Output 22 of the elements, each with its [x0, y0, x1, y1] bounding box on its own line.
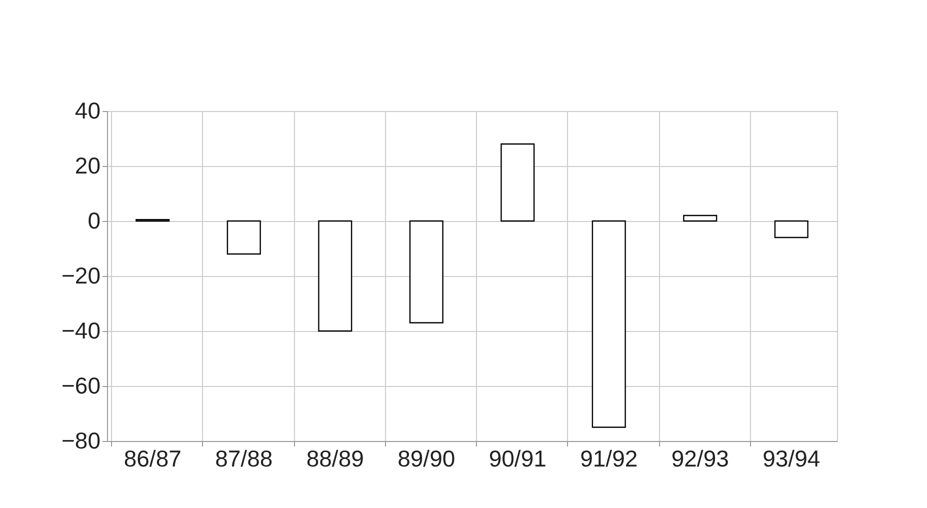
bar	[409, 220, 444, 324]
y-tick-label: 40	[74, 98, 100, 124]
x-tick-label: 90/91	[488, 446, 546, 472]
bar	[683, 214, 718, 222]
bar	[774, 220, 808, 238]
bar	[226, 220, 261, 255]
x-tick-label: 89/90	[398, 446, 456, 472]
x-tick-label: 87/88	[215, 446, 273, 472]
y-tick-label: −20	[61, 262, 100, 288]
x-tick-label: 88/89	[306, 446, 364, 472]
x-tick-label: 92/93	[671, 446, 729, 472]
x-tick-label: 91/92	[580, 446, 638, 472]
y-tick-label: −60	[61, 372, 100, 398]
bar	[318, 220, 352, 332]
y-tick-label: 0	[88, 208, 100, 234]
y-tick-label: −40	[61, 318, 100, 344]
x-tick-label: 86/87	[124, 446, 182, 472]
x-tick-label: 93/94	[762, 446, 820, 472]
y-tick-label: −80	[61, 428, 100, 454]
y-tick-label: 20	[74, 152, 100, 178]
bar	[592, 220, 626, 428]
bar	[500, 143, 535, 222]
